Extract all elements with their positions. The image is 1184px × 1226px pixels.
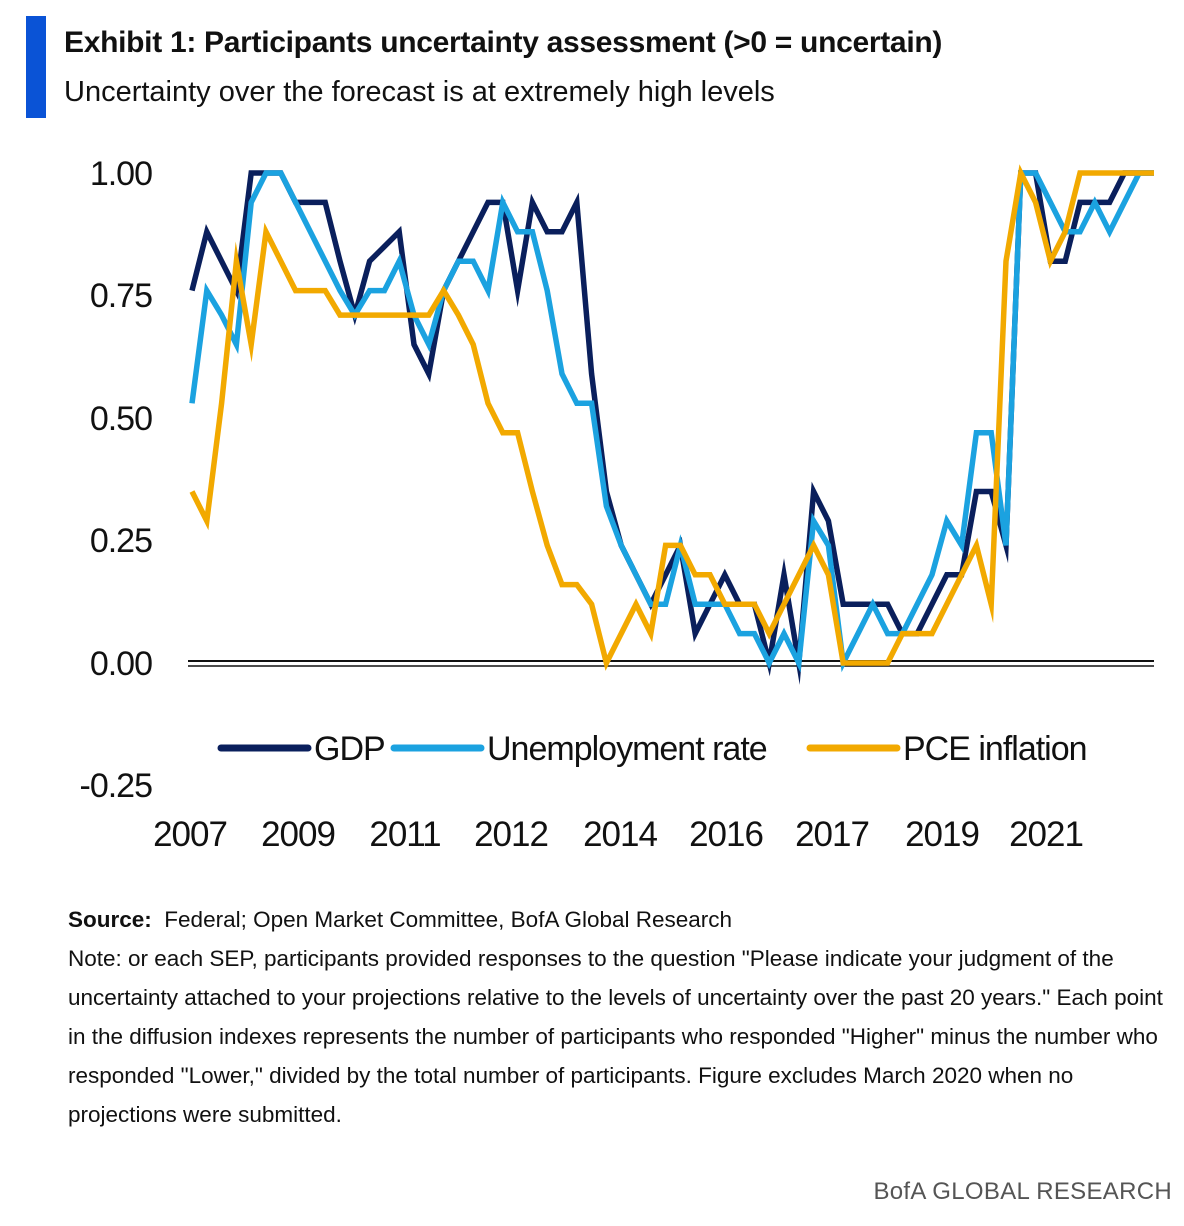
- y-tick-label: 0.25: [90, 522, 152, 560]
- source-label: Source:: [68, 907, 152, 932]
- x-tick-label: 2014: [583, 815, 657, 854]
- y-tick-label: 0.50: [90, 400, 152, 438]
- series-lines: [189, 164, 1154, 685]
- legend: GDP Unemployment rate PCE inflation: [217, 730, 1088, 768]
- brand-footer: BofA GLOBAL RESEARCH: [873, 1178, 1172, 1205]
- x-tick-label: 2009: [261, 815, 335, 854]
- y-tick-label: 0.75: [90, 277, 152, 315]
- y-axis-ticks: 1.00 0.75 0.50 0.25 0.00 -0.25: [80, 155, 154, 805]
- chart-subtitle: Uncertainty over the forecast is at extr…: [64, 76, 775, 108]
- x-tick-label: 2019: [905, 815, 979, 854]
- x-tick-label: 2012: [474, 815, 548, 854]
- x-tick-label: 2021: [1009, 815, 1083, 854]
- x-tick-label: 2017: [795, 815, 869, 854]
- accent-bar: [26, 16, 46, 118]
- zero-axis: [188, 660, 1154, 667]
- x-tick-label: 2007: [153, 815, 227, 854]
- legend-pce-inflation-label: PCE inflation: [903, 730, 1087, 768]
- legend-unemployment-rate-label: Unemployment rate: [487, 730, 767, 768]
- legend-gdp-label: GDP: [314, 730, 385, 768]
- source-line: Source: Federal; Open Market Committee, …: [68, 900, 1168, 939]
- y-tick-label: 0.00: [90, 645, 152, 683]
- chart-title: Exhibit 1: Participants uncertainty asse…: [64, 26, 943, 59]
- notes-block: Source: Federal; Open Market Committee, …: [68, 900, 1168, 1134]
- x-axis-ticks: 2007 2009 2011 2012 2014 2016 2017 2019 2021: [153, 815, 1084, 854]
- source-text: Federal; Open Market Committee, BofA Glo…: [164, 907, 733, 932]
- y-tick-label: 1.00: [90, 155, 152, 193]
- x-tick-label: 2011: [369, 815, 440, 854]
- unemployment-rate-line: [189, 170, 1154, 673]
- y-tick-label: -0.25: [80, 767, 153, 805]
- note-text: Note: or each SEP, participants provided…: [68, 946, 1163, 1127]
- line-chart: 1.000.750.500.250.00-0.25 2007 2009 2011 20…: [80, 155, 1154, 854]
- pce-inflation-line: [189, 164, 1154, 671]
- x-tick-label: 2016: [689, 815, 763, 854]
